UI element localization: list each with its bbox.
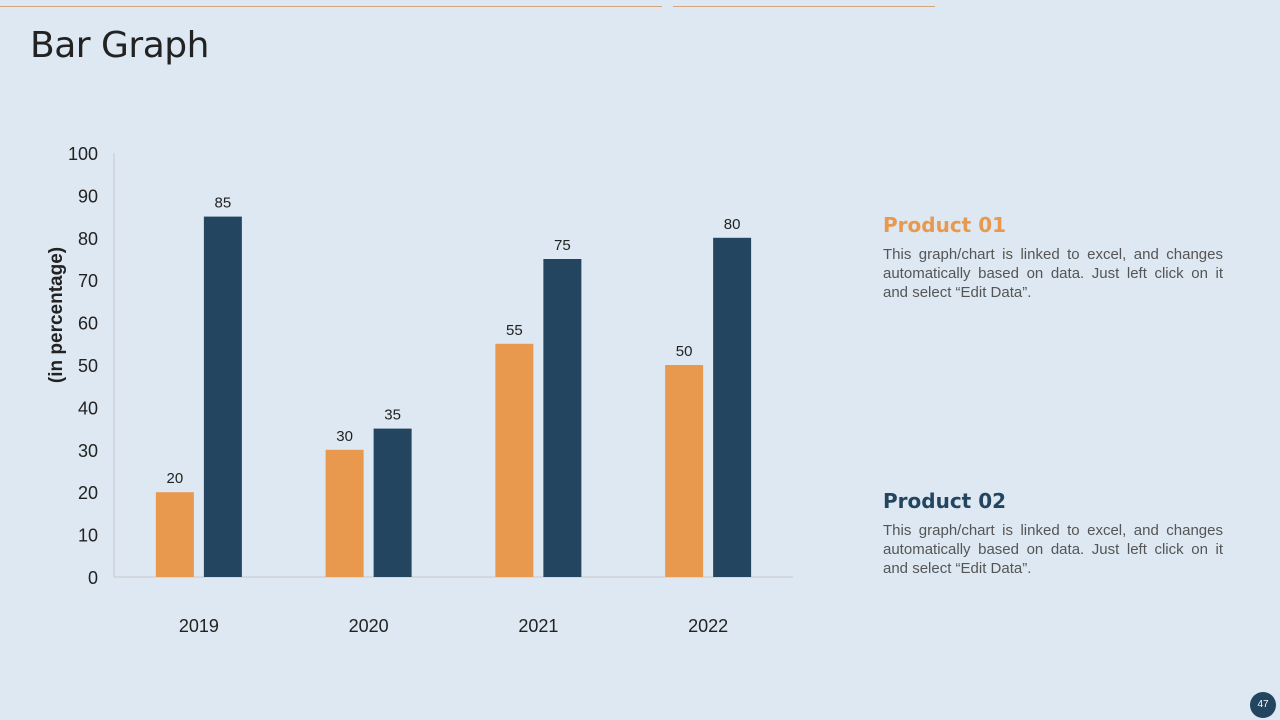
bar-product-01-2022 <box>665 365 704 577</box>
y-tick-label-10: 10 <box>78 526 98 546</box>
x-tick-label-2021: 2021 <box>518 616 558 636</box>
data-label-product-02-2022: 80 <box>724 216 741 233</box>
legend-product-02-description: This graph/chart is linked to excel, and… <box>883 522 1223 577</box>
legend-product-01-title: Product 01 <box>883 213 1007 237</box>
top-accent-line-right <box>673 6 935 7</box>
x-tick-label-2019: 2019 <box>179 616 219 636</box>
y-tick-label-20: 20 <box>78 483 98 503</box>
y-tick-label-90: 90 <box>78 186 98 206</box>
legend-product-02: Product 02 This graph/chart is linked to… <box>883 489 1223 578</box>
y-tick-label-100: 100 <box>68 144 98 164</box>
bar-product-01-2019 <box>155 492 194 577</box>
y-tick-label-50: 50 <box>78 356 98 376</box>
bar-product-01-2020 <box>325 449 364 577</box>
y-tick-label-40: 40 <box>78 398 98 418</box>
page-number-badge: 47 <box>1250 692 1276 718</box>
data-label-product-01-2020: 30 <box>336 428 353 445</box>
y-tick-label-30: 30 <box>78 441 98 461</box>
x-tick-label-2020: 2020 <box>349 616 389 636</box>
legend-product-02-title: Product 02 <box>883 489 1007 513</box>
legend-product-01: Product 01 This graph/chart is linked to… <box>883 213 1223 302</box>
y-tick-label-0: 0 <box>88 568 98 588</box>
y-tick-label-80: 80 <box>78 229 98 249</box>
bar-product-02-2021 <box>543 259 582 577</box>
legend-product-01-description: This graph/chart is linked to excel, and… <box>883 246 1223 301</box>
y-tick-label-60: 60 <box>78 314 98 334</box>
top-accent-line-left <box>0 6 662 7</box>
data-label-product-01-2022: 50 <box>676 343 693 360</box>
y-axis-title: (in percentage) <box>46 247 67 383</box>
bar-chart: 0 10 20 30 40 50 60 70 80 90 100 (in percentage) 20 8… <box>46 144 793 636</box>
bar-product-02-2022 <box>713 237 752 578</box>
data-label-product-01-2019: 20 <box>167 470 184 487</box>
bar-product-01-2021 <box>495 343 534 577</box>
data-label-product-01-2021: 55 <box>506 322 523 339</box>
bar-product-02-2019 <box>203 216 242 577</box>
data-label-product-02-2020: 35 <box>384 407 401 424</box>
slide-title: Bar Graph <box>30 25 209 66</box>
bar-product-02-2020 <box>373 428 412 577</box>
data-label-product-02-2021: 75 <box>554 237 571 254</box>
data-label-product-02-2019: 85 <box>215 195 232 212</box>
x-tick-label-2022: 2022 <box>688 616 728 636</box>
y-tick-label-70: 70 <box>78 271 98 291</box>
